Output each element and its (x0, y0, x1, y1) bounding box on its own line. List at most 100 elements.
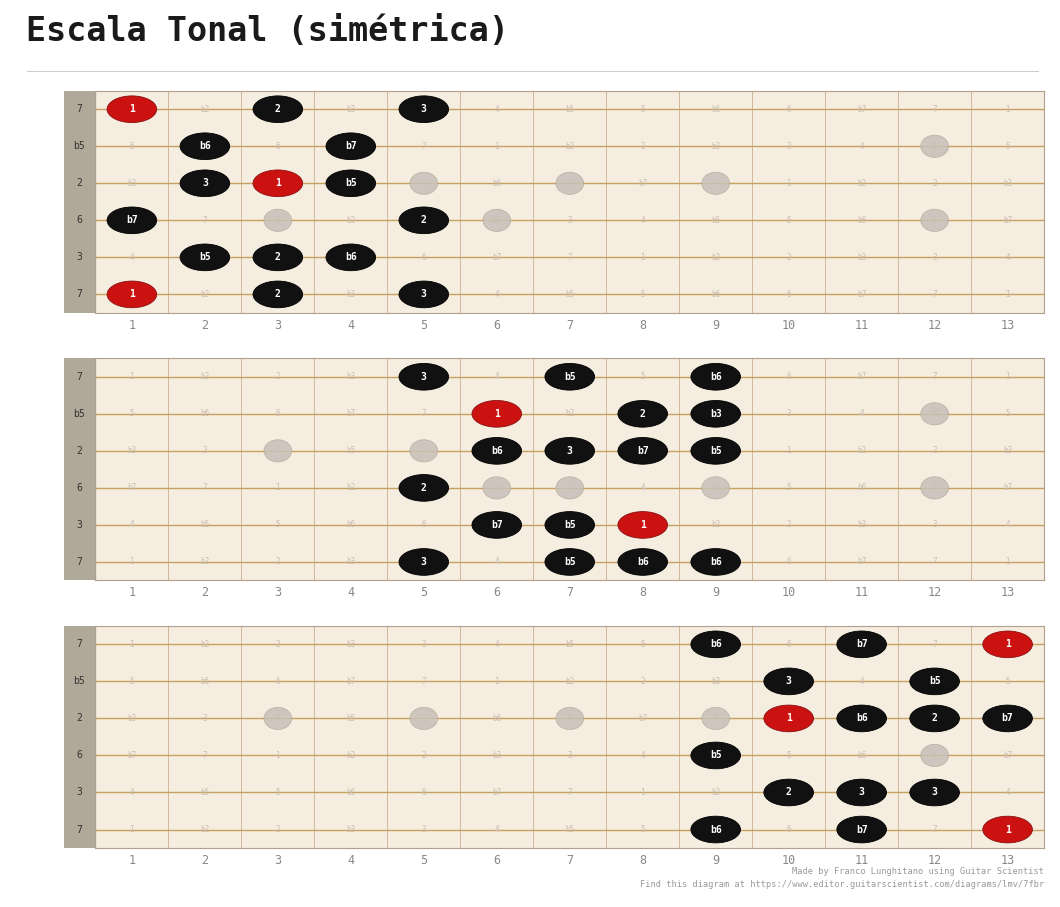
Ellipse shape (264, 210, 292, 231)
Text: b7: b7 (126, 215, 138, 225)
Text: b2: b2 (858, 179, 866, 188)
Text: 1: 1 (494, 409, 499, 418)
Text: 2: 2 (787, 788, 791, 797)
Text: b2: b2 (200, 372, 210, 381)
Text: b5: b5 (930, 409, 939, 418)
Text: 5: 5 (129, 409, 135, 418)
Ellipse shape (921, 210, 949, 231)
Text: 2: 2 (932, 714, 938, 724)
Text: 6: 6 (493, 853, 500, 867)
Ellipse shape (618, 549, 668, 575)
Text: b6: b6 (711, 825, 721, 834)
Text: b6: b6 (200, 141, 210, 151)
Text: 3: 3 (933, 253, 937, 262)
Text: 4: 4 (276, 446, 280, 455)
Text: 1: 1 (1005, 104, 1010, 113)
Text: 1: 1 (1005, 372, 1010, 381)
Text: 1: 1 (129, 558, 135, 567)
Text: b5: b5 (929, 677, 940, 687)
Text: b3: b3 (127, 446, 137, 455)
Ellipse shape (472, 401, 522, 427)
Text: b2: b2 (200, 825, 210, 834)
Text: 1: 1 (1005, 639, 1010, 649)
Text: b7: b7 (492, 253, 501, 262)
Text: 13: 13 (1001, 853, 1014, 867)
Text: b6: b6 (492, 179, 501, 188)
Text: b7: b7 (855, 639, 867, 649)
Text: 5: 5 (422, 446, 426, 455)
Text: 3: 3 (275, 586, 281, 600)
Ellipse shape (545, 437, 595, 464)
Text: b2: b2 (347, 216, 355, 225)
Ellipse shape (253, 281, 303, 307)
Ellipse shape (836, 631, 886, 658)
Text: b7: b7 (492, 788, 501, 797)
Text: 9: 9 (712, 586, 720, 600)
Text: 11: 11 (854, 853, 869, 867)
Text: 3: 3 (933, 521, 937, 530)
Ellipse shape (180, 170, 230, 197)
Text: 7: 7 (713, 714, 718, 723)
Text: 9: 9 (712, 853, 720, 867)
Text: 3: 3 (859, 787, 865, 797)
Text: 5: 5 (1005, 409, 1010, 418)
Text: 2: 2 (640, 677, 646, 686)
Text: b3: b3 (858, 788, 866, 797)
Text: 4: 4 (494, 372, 499, 381)
Text: 4: 4 (348, 318, 354, 332)
Text: 3: 3 (933, 788, 937, 797)
Text: 3: 3 (421, 557, 427, 567)
Text: 4: 4 (1005, 521, 1010, 530)
Text: b6: b6 (858, 751, 866, 760)
Text: 3: 3 (422, 104, 426, 113)
Ellipse shape (107, 281, 157, 307)
Text: 3: 3 (567, 446, 572, 456)
Text: 13: 13 (1001, 318, 1014, 332)
Text: b6: b6 (347, 788, 355, 797)
Text: 7: 7 (76, 557, 83, 567)
Ellipse shape (253, 96, 303, 122)
Text: b7: b7 (127, 216, 137, 225)
Text: b7: b7 (127, 751, 137, 760)
Text: b5: b5 (711, 483, 721, 493)
Text: 7: 7 (933, 558, 937, 567)
Text: 1: 1 (787, 179, 791, 188)
Text: 10: 10 (781, 318, 796, 332)
Text: b5: b5 (344, 179, 357, 189)
Ellipse shape (545, 364, 595, 390)
Ellipse shape (691, 364, 741, 390)
Text: b7: b7 (344, 141, 357, 151)
Ellipse shape (326, 244, 375, 270)
Text: b3: b3 (347, 372, 355, 381)
Text: 7: 7 (422, 409, 426, 418)
Text: 7: 7 (567, 253, 572, 262)
Text: 5: 5 (640, 639, 646, 649)
Text: 6: 6 (493, 586, 500, 600)
Text: b3: b3 (347, 558, 355, 567)
Text: b2: b2 (858, 446, 866, 455)
Text: 2: 2 (76, 179, 83, 189)
Ellipse shape (483, 477, 511, 499)
Text: 3: 3 (422, 558, 426, 567)
Text: 2: 2 (201, 853, 209, 867)
Text: 7: 7 (202, 751, 207, 760)
Ellipse shape (410, 707, 438, 729)
Ellipse shape (399, 364, 448, 390)
Ellipse shape (545, 549, 595, 575)
Text: b3: b3 (1003, 714, 1012, 723)
Ellipse shape (764, 668, 813, 695)
Ellipse shape (983, 816, 1032, 843)
Ellipse shape (180, 244, 230, 270)
Text: 7: 7 (713, 179, 718, 188)
Text: 2: 2 (640, 409, 646, 418)
Text: 6: 6 (276, 409, 280, 418)
Ellipse shape (921, 403, 949, 424)
Text: 4: 4 (860, 141, 864, 151)
Text: 3: 3 (422, 825, 426, 834)
Text: b5: b5 (200, 253, 210, 262)
Text: b6: b6 (711, 104, 721, 113)
Text: 1: 1 (1005, 558, 1010, 567)
Text: 2: 2 (421, 215, 427, 225)
Text: b2: b2 (200, 639, 210, 649)
Text: 1: 1 (787, 714, 791, 723)
